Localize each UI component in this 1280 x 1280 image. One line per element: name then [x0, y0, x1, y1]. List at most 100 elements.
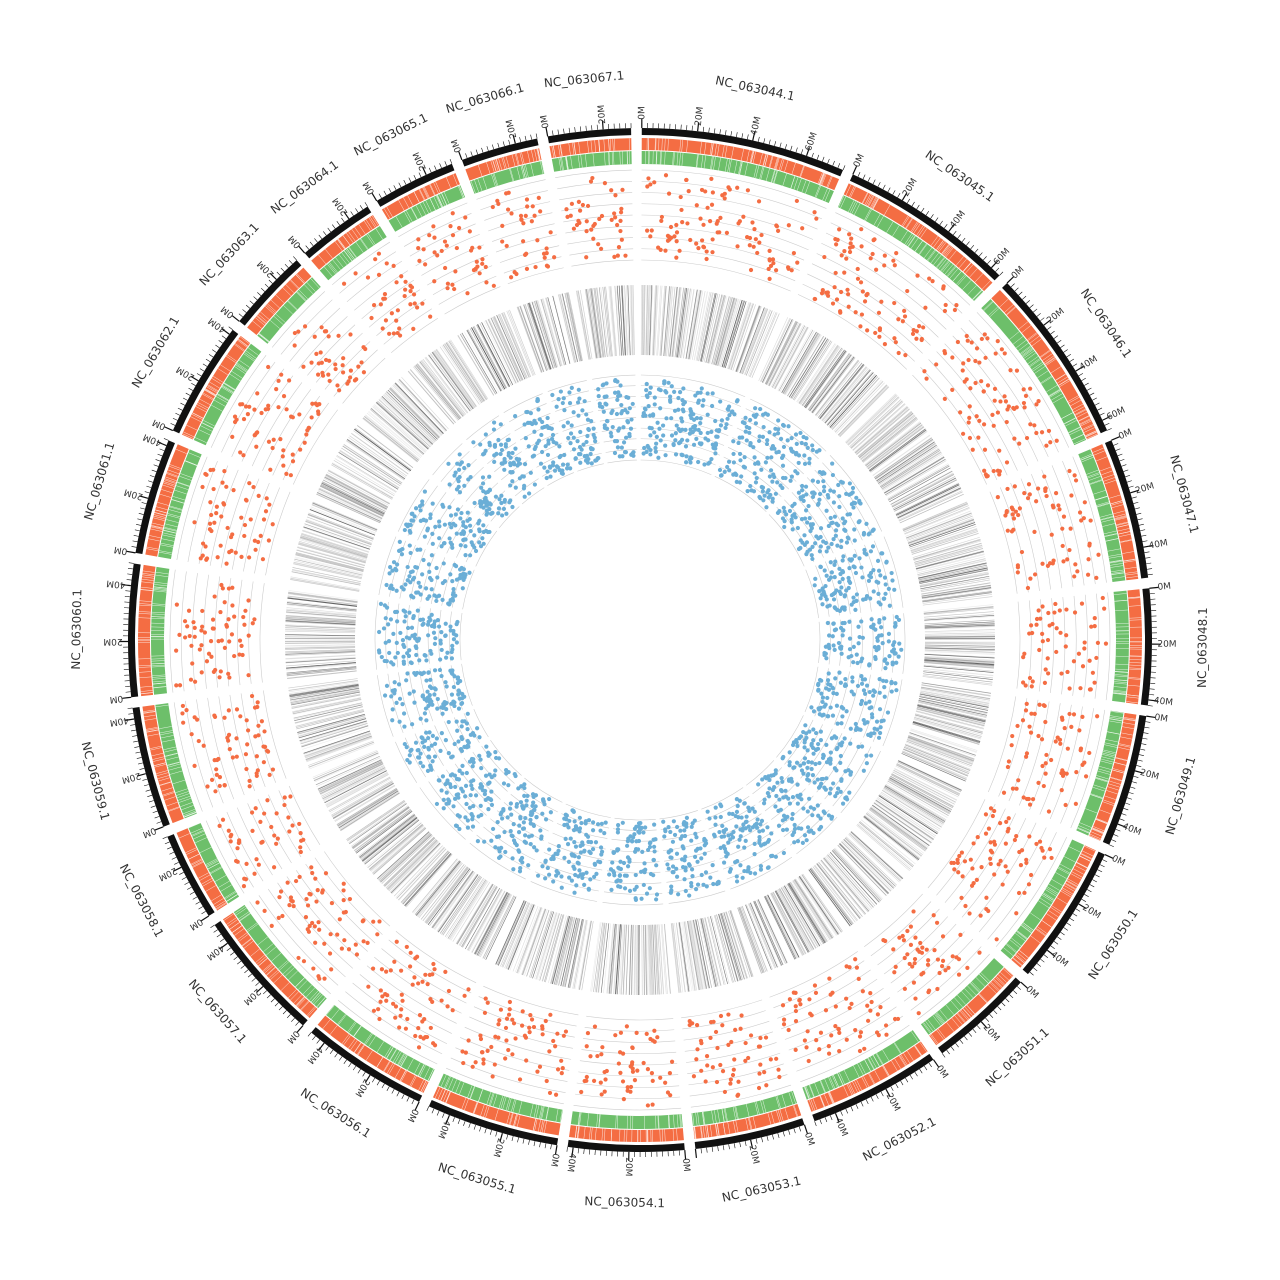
minor-tick	[1025, 300, 1030, 304]
density-gap	[1071, 871, 1083, 878]
density-gap	[849, 185, 855, 198]
density-line	[708, 295, 727, 364]
minor-tick	[800, 149, 804, 155]
scatter-point	[821, 539, 826, 544]
density-line	[895, 765, 959, 798]
density-gap	[1091, 828, 1104, 835]
density-line	[844, 393, 896, 443]
density-gap	[1071, 434, 1084, 441]
scatter-point	[842, 270, 847, 275]
scatter-point	[674, 255, 679, 260]
scatter-point	[993, 351, 998, 356]
density-line	[850, 400, 903, 449]
density-line	[791, 339, 830, 399]
density-gap	[1041, 894, 1053, 903]
scatter-point	[1095, 714, 1100, 719]
density-line	[652, 285, 657, 356]
scatter-point	[741, 214, 746, 219]
scatter-point	[765, 825, 770, 830]
scatter-point	[804, 540, 810, 545]
density-line	[895, 483, 959, 515]
scatter-point	[672, 234, 677, 239]
density-line	[917, 705, 986, 723]
scatter-point	[997, 448, 1002, 453]
density-line	[674, 287, 685, 358]
scatter-point	[1048, 440, 1053, 445]
scatter-point	[824, 549, 829, 554]
density-line	[924, 625, 995, 629]
scatter-point	[683, 888, 688, 894]
density-line	[677, 288, 688, 358]
density-gap	[902, 216, 910, 227]
scatter-point	[805, 1029, 810, 1034]
scatter-point	[896, 654, 901, 659]
density-gap	[1102, 752, 1116, 757]
density-gap	[1110, 500, 1123, 505]
density-gap	[718, 157, 721, 171]
scatter-point	[676, 395, 681, 401]
scatter-point	[603, 1077, 608, 1082]
density-line	[922, 591, 992, 602]
density-line	[890, 471, 953, 505]
density-gap	[1113, 510, 1126, 515]
density-gap	[1105, 739, 1119, 743]
scatter-point	[840, 628, 846, 633]
density-track-inner	[641, 151, 834, 204]
scatter-point	[790, 811, 795, 817]
density-line	[736, 305, 761, 372]
scatter-point	[877, 690, 882, 695]
scatter-point	[873, 330, 878, 336]
density-line	[898, 491, 963, 522]
density-line	[915, 713, 983, 733]
scatter-point	[966, 420, 971, 425]
density-line	[907, 517, 974, 543]
density-gap	[774, 157, 778, 169]
scatter-point	[1042, 680, 1048, 685]
density-gap	[752, 151, 756, 164]
scatter-point	[822, 254, 827, 260]
density-line	[839, 386, 889, 437]
density-line	[745, 310, 773, 376]
scatter-point	[757, 434, 762, 439]
density-line	[924, 662, 994, 669]
scatter-point	[733, 1027, 738, 1032]
scatter-point	[958, 932, 963, 937]
scatter-point	[1006, 404, 1011, 409]
minor-tick	[1036, 963, 1041, 967]
density-gap	[1057, 376, 1068, 384]
density-gap	[1097, 503, 1110, 508]
density-line	[907, 737, 974, 762]
scatter-point	[800, 840, 805, 845]
scatter-point	[737, 480, 743, 485]
density-line	[910, 529, 978, 553]
scatter-point	[810, 490, 815, 495]
scatter-point	[722, 191, 727, 196]
scatter-point	[992, 808, 997, 814]
density-line	[920, 577, 990, 591]
minor-tick	[766, 1135, 769, 1141]
scatter-point	[816, 741, 821, 747]
density-gap	[1111, 504, 1124, 509]
density-line	[920, 688, 990, 701]
density-band	[570, 1111, 683, 1129]
density-gap	[1093, 784, 1106, 789]
scatter-point	[919, 336, 924, 342]
scatter-point	[733, 860, 738, 865]
scatter-point	[813, 541, 818, 546]
tick-label: 20M	[490, 1137, 505, 1158]
tick-label: 20M	[1080, 903, 1102, 921]
density-line	[912, 722, 980, 744]
density-gap	[711, 143, 714, 156]
scatter-point	[804, 838, 809, 843]
density-line	[688, 290, 702, 360]
scatter-point	[1027, 492, 1032, 497]
scatter-point	[1083, 774, 1089, 779]
grid-line	[953, 813, 1016, 911]
scatter-point	[857, 1048, 863, 1054]
density-line	[924, 644, 995, 647]
density-line	[924, 636, 995, 639]
scatter-point	[645, 1066, 651, 1072]
scatter-point	[819, 691, 824, 696]
scatter-point	[877, 730, 883, 736]
